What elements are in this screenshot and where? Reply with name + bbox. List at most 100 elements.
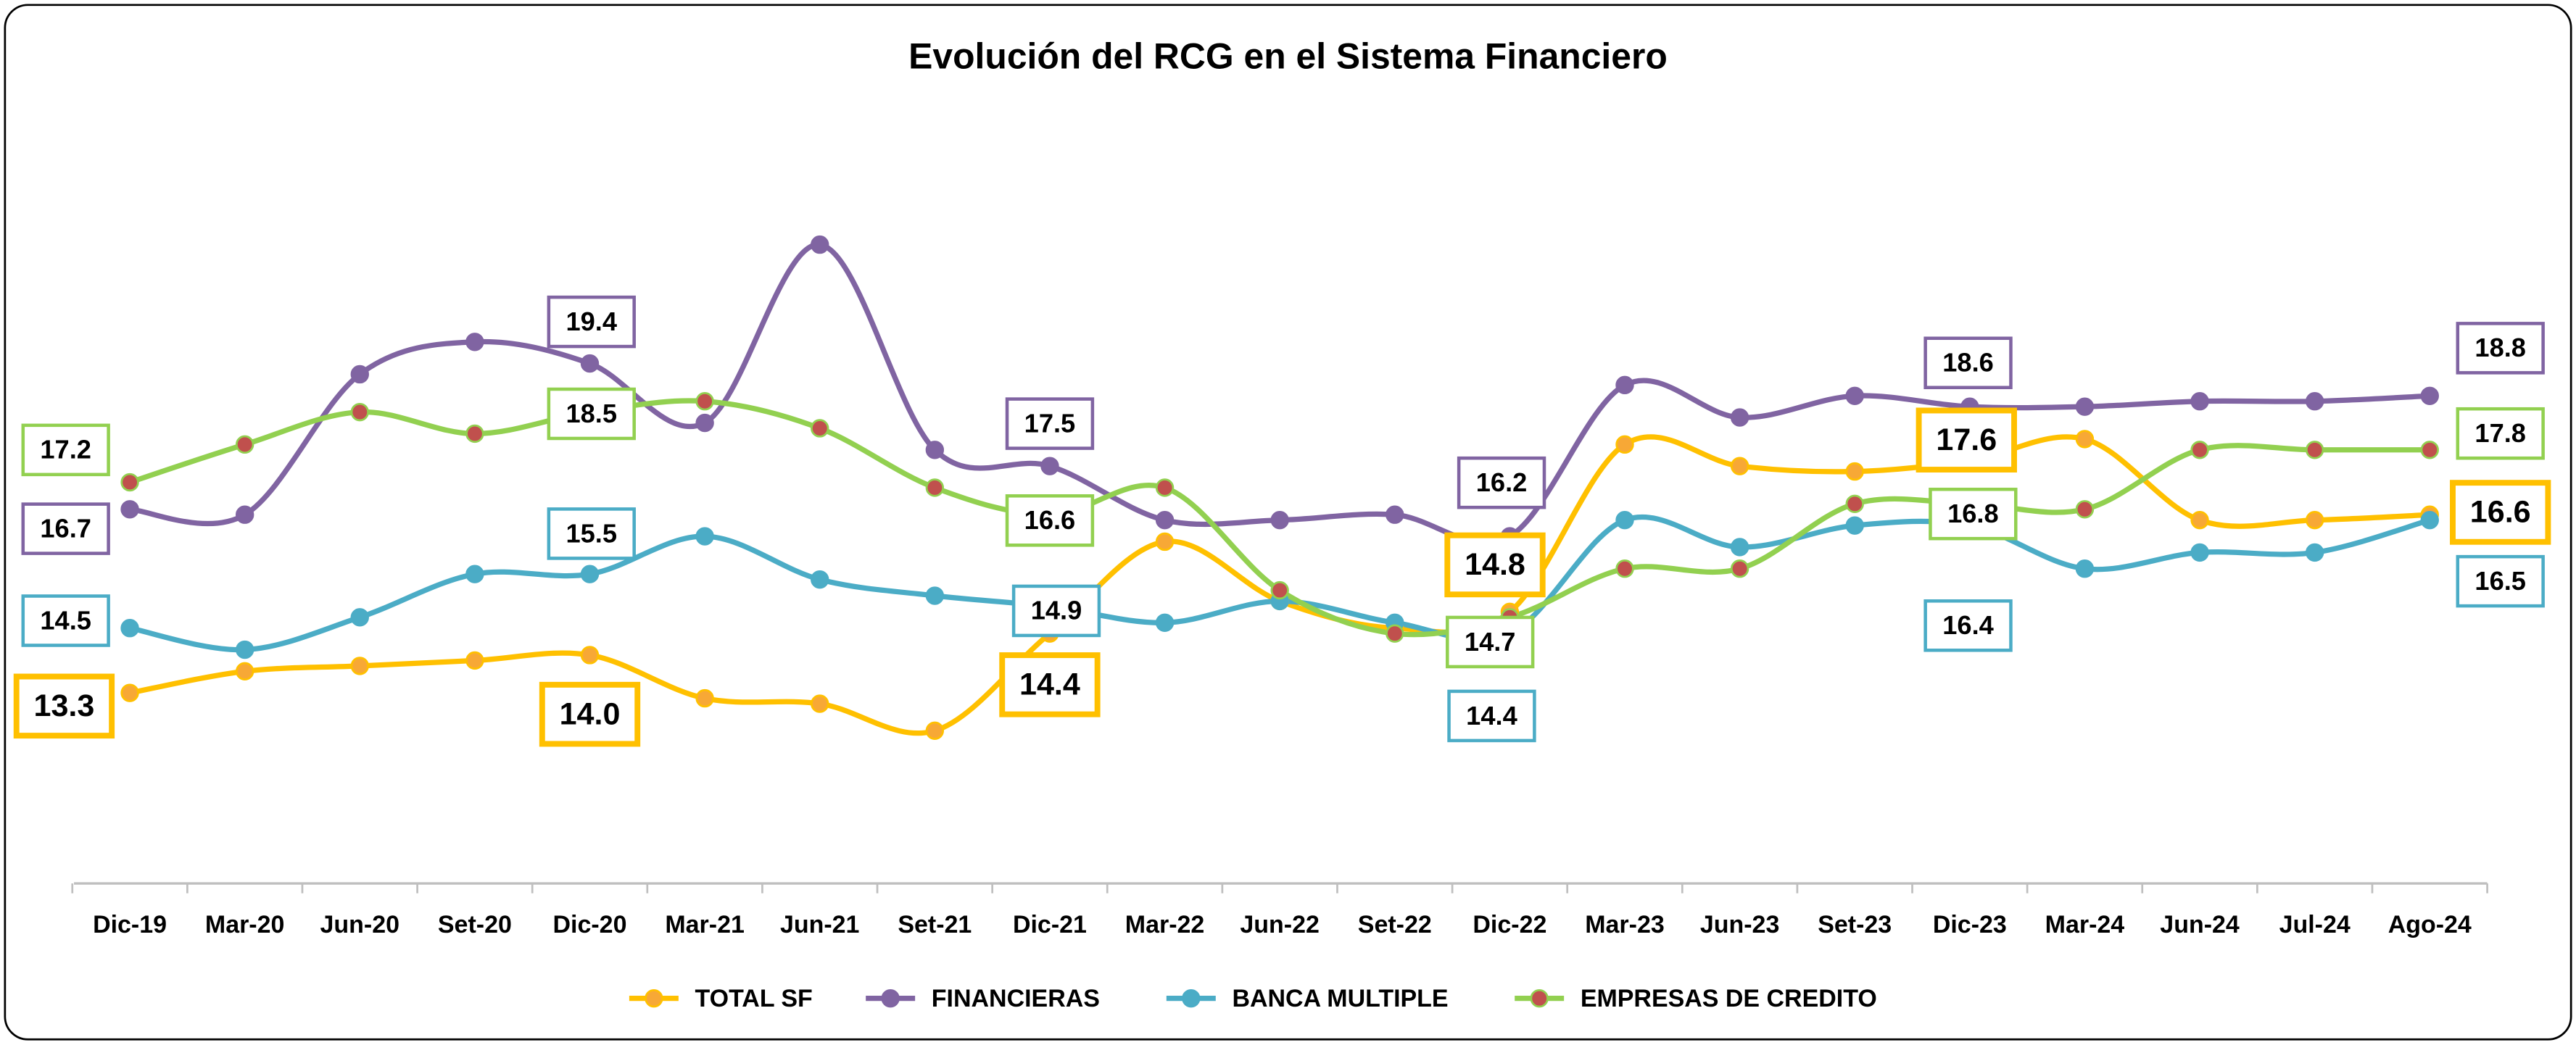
data-label: 14.4 [1019,667,1080,702]
data-label-box [21,502,110,555]
data-label: 16.6 [1024,505,1076,535]
point-marker [120,683,139,702]
point-marker [465,651,484,670]
point-marker [1845,494,1864,514]
x-tick-label: Jun-21 [780,911,860,938]
x-tick-label: Jun-23 [1700,911,1780,938]
point-marker [2420,441,2439,459]
point-marker [1270,510,1289,530]
point-marker [1155,510,1175,530]
data-label: 14.9 [1031,596,1082,625]
x-tick-label: Ago-24 [2388,911,2472,938]
data-label: 16.7 [40,513,91,543]
point-marker [235,662,254,681]
point-marker [1845,516,1864,535]
data-label: 14.5 [40,605,91,635]
x-tick-label: Mar-21 [665,911,745,938]
x-tick-label: Jun-22 [1240,911,1320,938]
data-label: 16.4 [1942,610,1994,640]
point-marker [2305,510,2324,530]
x-tick-label: Jun-24 [2160,911,2240,938]
point-marker [120,619,139,638]
x-tick-label: Mar-22 [1125,911,1205,938]
point-marker [350,402,369,422]
x-tick-label: Dic-19 [93,911,167,938]
data-label-box [1446,615,1535,669]
data-label: 14.0 [560,696,621,731]
x-tick-label: Set-22 [1358,911,1432,938]
point-marker [2420,386,2439,405]
legend-marker [881,988,900,1008]
point-marker [1615,375,1634,395]
data-label-box [21,423,110,477]
legend-label: FINANCIERAS [932,985,1100,1012]
data-label-box [2456,322,2545,375]
point-marker [1845,386,1864,405]
point-marker [925,721,945,741]
legend-label: TOTAL SF [695,985,813,1012]
x-tick-label: Dic-21 [1013,911,1087,938]
x-tick-label: Mar-20 [205,911,285,938]
legend-marker [645,988,663,1008]
point-marker [695,527,714,546]
point-marker [1040,457,1059,475]
x-tick-label: Set-20 [438,911,512,938]
point-marker [925,478,945,497]
x-tick-label: Set-23 [1818,911,1892,938]
x-tick-label: Dic-20 [553,911,627,938]
data-label-box [1923,336,2013,390]
data-label: 17.5 [1024,408,1076,438]
point-marker [811,694,829,713]
point-marker [1730,559,1749,578]
point-marker [1155,532,1175,551]
point-marker [2190,392,2209,411]
data-label: 15.5 [566,518,617,548]
point-marker [695,688,714,708]
data-label-box [21,594,110,647]
point-marker [350,608,369,627]
data-label: 16.6 [2470,495,2531,530]
data-label-box [2450,480,2551,545]
point-marker [1386,624,1404,643]
point-marker [695,392,714,411]
x-tick-label: Jul-24 [2279,911,2351,938]
point-marker [1155,613,1175,632]
point-marker [811,419,829,438]
point-marker [2305,392,2324,411]
data-label: 13.3 [34,688,95,723]
point-marker [2075,500,2095,519]
point-marker [580,354,600,373]
point-marker [1155,478,1175,497]
point-marker [2190,543,2209,562]
data-label: 18.6 [1942,348,1994,378]
data-label: 19.4 [566,307,617,336]
data-label-box [539,681,641,747]
point-marker [235,435,254,454]
point-marker [580,565,600,583]
data-label-box [1923,599,2013,652]
point-marker [1615,435,1634,454]
point-marker [695,413,714,433]
point-marker [1730,457,1749,475]
point-marker [1386,505,1404,524]
point-marker [925,441,945,459]
data-label: 17.6 [1936,422,1997,457]
data-label-box [1929,487,2018,541]
data-label-box [547,507,636,560]
point-marker [120,500,139,519]
point-marker [1615,510,1634,530]
x-tick-label: Dic-23 [1933,911,2007,938]
point-marker [350,657,369,675]
data-label-box [1457,456,1546,509]
x-tick-label: Jun-20 [320,911,400,938]
point-marker [465,333,484,351]
data-label: 18.5 [566,399,617,428]
data-label: 16.2 [1476,467,1528,497]
legend-marker [1530,988,1549,1008]
data-label: 16.5 [2474,566,2526,596]
point-marker [925,586,945,605]
data-label: 16.8 [1947,499,1999,528]
point-marker [1270,580,1289,600]
